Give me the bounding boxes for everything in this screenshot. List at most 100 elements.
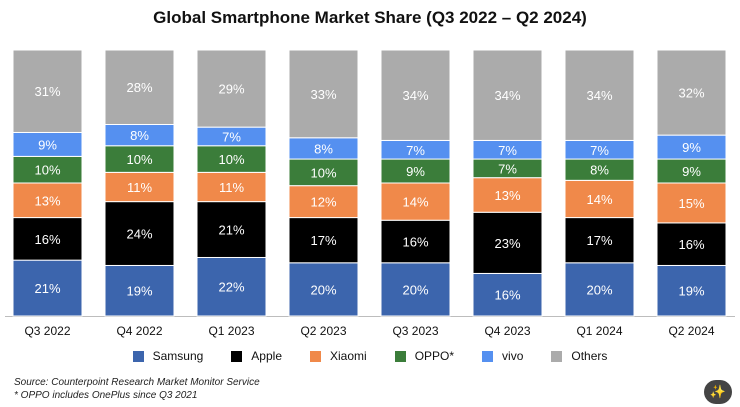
- bar-xiaomi-7: [656, 182, 727, 224]
- data-label: 10%: [34, 163, 60, 178]
- legend-item-apple: Apple: [231, 349, 282, 363]
- data-label: 20%: [402, 282, 428, 297]
- source-note: Source: Counterpoint Research Market Mon…: [14, 376, 260, 402]
- data-label: 16%: [494, 288, 520, 303]
- legend-swatch: [551, 350, 563, 362]
- legend-swatch: [132, 350, 144, 362]
- legend-swatch: [394, 350, 406, 362]
- data-label: 13%: [494, 188, 520, 203]
- x-tick-label: Q2 2024: [668, 324, 714, 338]
- legend-label: Apple: [251, 349, 282, 363]
- data-label: 9%: [38, 137, 57, 152]
- x-tick-label: Q3 2023: [392, 324, 438, 338]
- bar-apple-3: [288, 217, 359, 264]
- data-label: 19%: [678, 284, 704, 299]
- bar-others-0: [12, 49, 83, 133]
- data-label: 8%: [590, 163, 609, 178]
- bar-samsung-5: [472, 272, 543, 317]
- bar-apple-7: [656, 222, 727, 266]
- bar-others-5: [472, 49, 543, 141]
- data-label: 7%: [498, 161, 517, 176]
- data-label: 9%: [682, 164, 701, 179]
- legend-label: Xiaomi: [330, 349, 367, 363]
- data-label: 16%: [34, 232, 60, 247]
- data-label: 31%: [34, 84, 60, 99]
- x-tick-label: Q1 2024: [576, 324, 622, 338]
- data-label: 17%: [310, 233, 336, 248]
- data-label: 7%: [590, 143, 609, 158]
- bar-others-2: [196, 49, 267, 128]
- data-label: 28%: [126, 80, 152, 95]
- legend-item-samsung: Samsung: [132, 349, 204, 363]
- legend-item-oppo: OPPO*: [394, 349, 454, 363]
- bar-apple-0: [12, 217, 83, 261]
- data-label: 16%: [402, 235, 428, 250]
- data-label: 15%: [678, 196, 704, 211]
- bar-xiaomi-2: [196, 171, 267, 203]
- data-label: 7%: [498, 143, 517, 158]
- x-tick-label: Q3 2022: [24, 324, 70, 338]
- legend-label: vivo: [502, 349, 524, 363]
- data-label: 34%: [494, 88, 520, 103]
- data-label: 11%: [127, 180, 152, 195]
- bar-samsung-0: [12, 259, 83, 317]
- data-label: 29%: [218, 82, 244, 97]
- x-tick-label: Q2 2023: [300, 324, 346, 338]
- x-tick-label: Q1 2023: [208, 324, 254, 338]
- data-label: 10%: [310, 165, 336, 180]
- legend: Samsung Apple Xiaomi OPPO* vivo Others: [0, 349, 740, 363]
- bar-xiaomi-4: [380, 182, 451, 221]
- legend-item-vivo: vivo: [482, 349, 523, 363]
- data-label: 14%: [586, 192, 612, 207]
- bar-samsung-3: [288, 262, 359, 317]
- legend-item-xiaomi: Xiaomi: [310, 349, 367, 363]
- bar-samsung-6: [564, 262, 635, 317]
- bar-apple-5: [472, 211, 543, 274]
- legend-label: Others: [571, 349, 608, 363]
- bar-oppo-1: [104, 145, 175, 173]
- data-label: 10%: [126, 152, 152, 167]
- data-label: 21%: [218, 223, 244, 238]
- data-label: 13%: [34, 193, 60, 208]
- bar-xiaomi-1: [104, 171, 175, 203]
- data-label: 17%: [586, 233, 612, 248]
- data-label: 7%: [406, 143, 425, 158]
- chart-title: Global Smartphone Market Share (Q3 2022 …: [153, 8, 587, 27]
- bar-apple-6: [564, 217, 635, 264]
- data-label: 22%: [218, 280, 244, 295]
- bar-samsung-1: [104, 264, 175, 317]
- bar-samsung-7: [656, 264, 727, 317]
- legend-item-others: Others: [551, 349, 607, 363]
- bar-apple-1: [104, 201, 175, 266]
- data-label: 33%: [310, 87, 336, 102]
- data-label: 32%: [678, 86, 704, 101]
- data-label: 8%: [314, 141, 333, 156]
- bar-others-3: [288, 49, 359, 139]
- bar-others-7: [656, 49, 727, 136]
- source-line: Source: Counterpoint Research Market Mon…: [14, 377, 260, 388]
- data-label: 24%: [126, 227, 152, 242]
- legend-swatch: [231, 350, 243, 362]
- bar-others-1: [104, 49, 175, 125]
- bar-others-4: [380, 49, 451, 141]
- data-label: 9%: [406, 164, 425, 179]
- data-label: 14%: [402, 195, 428, 210]
- legend-swatch: [482, 350, 494, 362]
- magic-wand-button[interactable]: ✨: [704, 380, 732, 404]
- data-label: 10%: [218, 152, 244, 167]
- legend-swatch: [310, 350, 321, 362]
- bar-xiaomi-6: [564, 179, 635, 219]
- x-tick-label: Q4 2023: [484, 324, 530, 338]
- bar-others-6: [564, 49, 635, 141]
- data-label: 21%: [34, 281, 60, 296]
- bar-oppo-0: [12, 155, 83, 184]
- data-label: 20%: [310, 282, 336, 297]
- legend-label: Samsung: [152, 349, 204, 363]
- bar-xiaomi-0: [12, 182, 83, 219]
- x-tick-label: Q4 2022: [116, 324, 162, 338]
- data-label: 7%: [222, 129, 241, 144]
- data-label: 20%: [586, 282, 612, 297]
- bar-samsung-2: [196, 256, 267, 317]
- bar-xiaomi-3: [288, 185, 359, 219]
- footnote-line: * OPPO includes OnePlus since Q3 2021: [14, 390, 198, 401]
